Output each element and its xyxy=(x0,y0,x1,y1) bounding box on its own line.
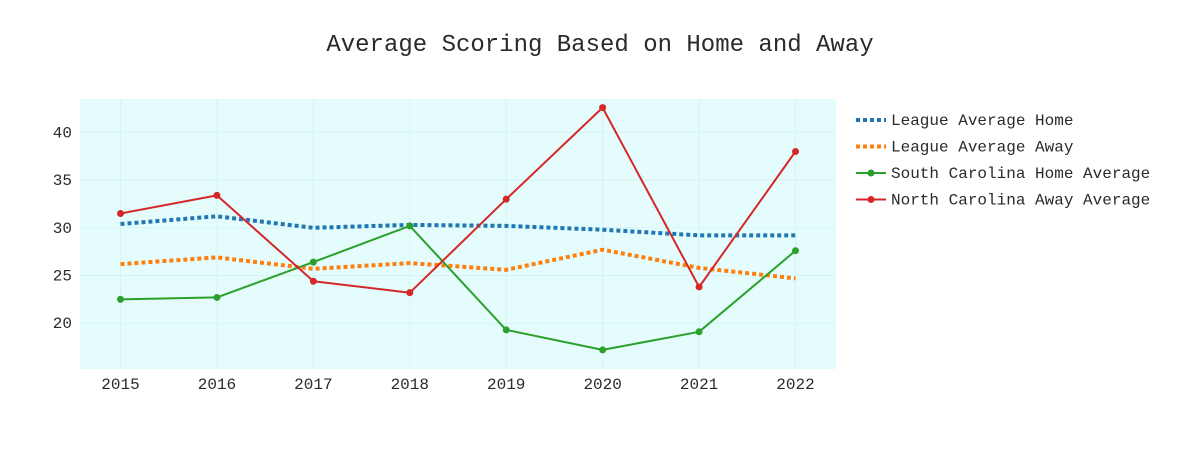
data-point xyxy=(792,147,799,155)
legend-label: League Average Away xyxy=(891,139,1074,157)
data-point xyxy=(406,222,414,230)
series-group xyxy=(117,104,799,354)
y-tick-label: 25 xyxy=(53,268,72,286)
legend-marker xyxy=(867,169,875,177)
y-tick-label: 20 xyxy=(53,315,72,333)
x-axis: 2015 2016 2017 2018 2019 2020 2021 2022 xyxy=(101,376,814,394)
y-axis: 20 25 30 35 40 xyxy=(53,124,72,333)
series-line xyxy=(120,214,796,238)
legend-label: League Average Home xyxy=(891,112,1073,130)
gridlines xyxy=(80,99,836,369)
data-point xyxy=(309,277,317,285)
x-tick-label: 2022 xyxy=(776,376,814,394)
data-point xyxy=(406,289,414,297)
y-tick-label: 40 xyxy=(53,124,72,142)
x-tick-label: 2018 xyxy=(391,376,429,394)
data-point xyxy=(599,346,607,354)
data-point xyxy=(695,328,703,336)
x-tick-label: 2020 xyxy=(583,376,621,394)
series-league-average-away xyxy=(120,247,796,281)
legend-label: South Carolina Home Average xyxy=(891,165,1150,183)
legend-item[interactable]: League Average Home xyxy=(856,112,1073,130)
chart-title: Average Scoring Based on Home and Away xyxy=(326,32,873,59)
data-point xyxy=(309,258,317,266)
series-line xyxy=(120,106,797,294)
data-point xyxy=(213,293,221,301)
series-south-carolina-home-average xyxy=(117,222,799,354)
data-point xyxy=(502,326,510,334)
x-tick-label: 2019 xyxy=(487,376,525,394)
y-tick-label: 35 xyxy=(53,172,72,190)
x-tick-label: 2015 xyxy=(101,376,139,394)
legend[interactable]: League Average Home League Average Away So… xyxy=(856,112,1150,210)
series-line xyxy=(120,224,797,351)
series-north-carolina-away-average xyxy=(117,104,799,297)
data-point xyxy=(792,247,799,255)
x-tick-label: 2016 xyxy=(198,376,236,394)
data-point xyxy=(599,104,607,112)
legend-item[interactable]: South Carolina Home Average xyxy=(856,165,1150,183)
legend-marker xyxy=(867,196,875,203)
data-point xyxy=(117,209,124,217)
data-point xyxy=(213,191,221,199)
data-point xyxy=(502,195,510,203)
series-league-average-home xyxy=(120,214,796,238)
series-line xyxy=(120,247,796,281)
legend-item[interactable]: League Average Away xyxy=(856,139,1074,157)
x-tick-label: 2021 xyxy=(680,376,718,394)
legend-label: North Carolina Away Average xyxy=(891,192,1150,210)
y-tick-label: 30 xyxy=(53,220,72,238)
data-point xyxy=(117,295,124,303)
data-point xyxy=(695,283,703,291)
legend-item[interactable]: North Carolina Away Average xyxy=(856,192,1150,210)
x-tick-label: 2017 xyxy=(294,376,332,394)
